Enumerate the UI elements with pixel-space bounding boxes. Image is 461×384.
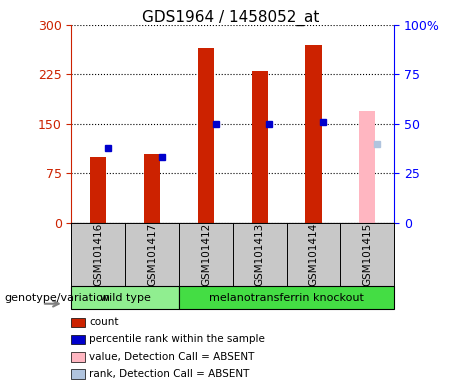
Text: rank, Detection Call = ABSENT: rank, Detection Call = ABSENT <box>89 369 249 379</box>
Text: GSM101412: GSM101412 <box>201 223 211 286</box>
Text: count: count <box>89 317 118 327</box>
Text: wild type: wild type <box>100 293 151 303</box>
Text: GSM101417: GSM101417 <box>147 223 157 286</box>
Text: melanotransferrin knockout: melanotransferrin knockout <box>209 293 364 303</box>
Text: GSM101414: GSM101414 <box>308 223 319 286</box>
Text: genotype/variation: genotype/variation <box>5 293 111 303</box>
Text: GSM101413: GSM101413 <box>254 223 265 286</box>
Bar <box>71 286 179 309</box>
Bar <box>198 48 214 223</box>
Bar <box>305 45 321 223</box>
Text: GSM101416: GSM101416 <box>93 223 103 286</box>
Bar <box>90 157 106 223</box>
Bar <box>144 154 160 223</box>
Text: GSM101415: GSM101415 <box>362 223 372 286</box>
Text: percentile rank within the sample: percentile rank within the sample <box>89 334 265 344</box>
Bar <box>252 71 268 223</box>
Text: value, Detection Call = ABSENT: value, Detection Call = ABSENT <box>89 352 254 362</box>
Bar <box>179 286 394 309</box>
Bar <box>359 111 375 223</box>
Text: GDS1964 / 1458052_at: GDS1964 / 1458052_at <box>142 10 319 26</box>
